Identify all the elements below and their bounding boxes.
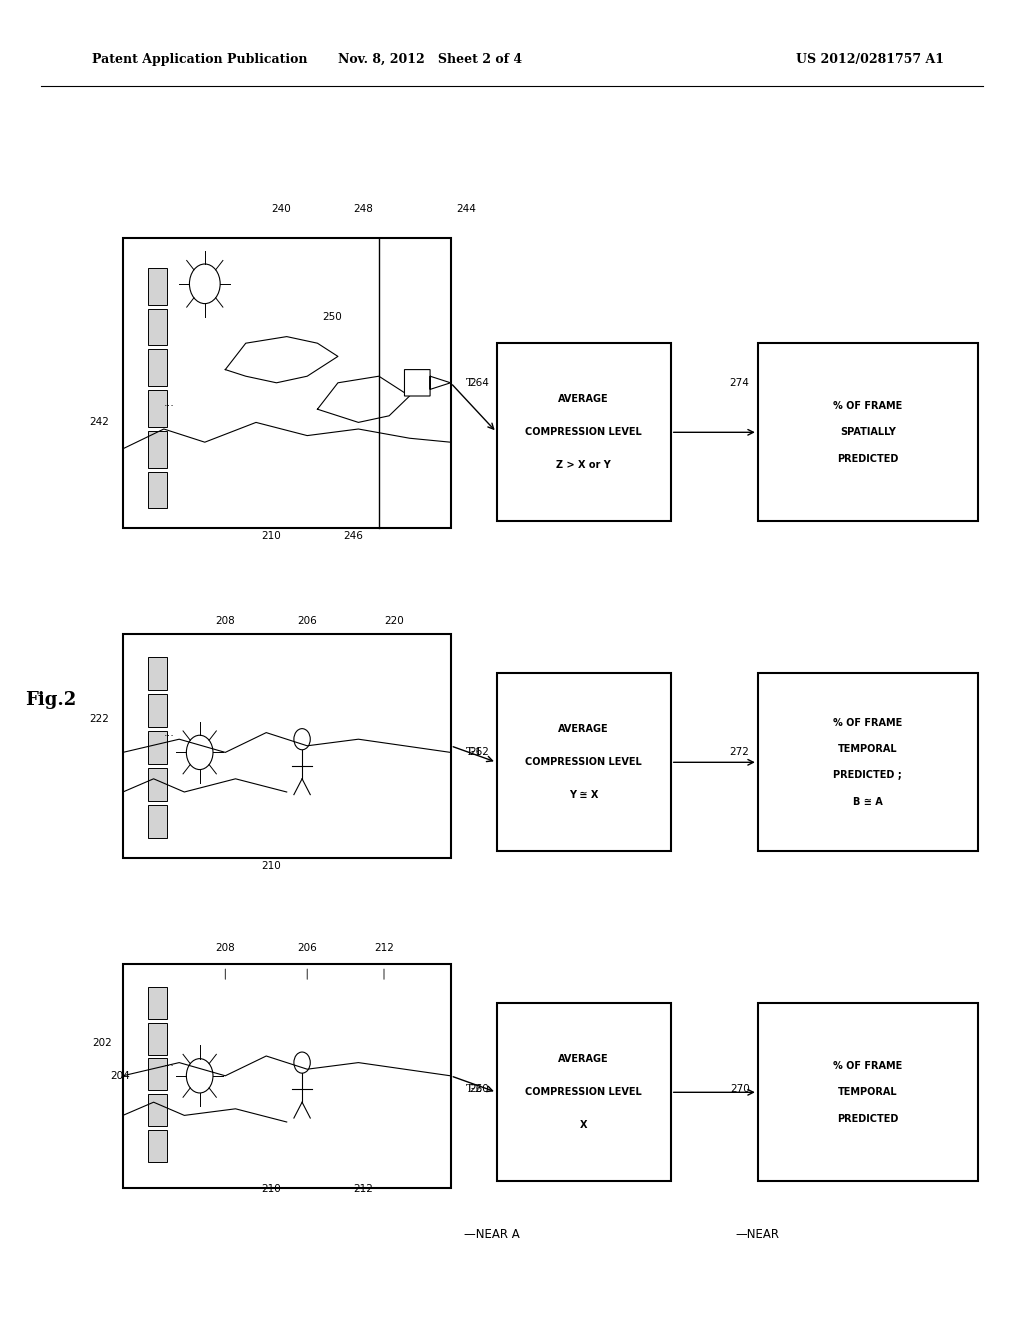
Bar <box>148 1130 167 1162</box>
Text: US 2012/0281757 A1: US 2012/0281757 A1 <box>797 53 944 66</box>
Text: 274: 274 <box>730 378 750 388</box>
Text: TEMPORAL: TEMPORAL <box>838 744 898 754</box>
Text: 212: 212 <box>353 1184 374 1195</box>
Text: 204: 204 <box>111 1071 130 1081</box>
Circle shape <box>294 1052 310 1073</box>
Bar <box>123 964 451 1188</box>
Text: TEMPORAL: TEMPORAL <box>838 1088 898 1097</box>
Text: Fig.2: Fig.2 <box>26 690 77 709</box>
Text: 208: 208 <box>215 942 236 953</box>
Text: T-2: T-2 <box>466 1084 482 1094</box>
Text: 208: 208 <box>215 615 236 626</box>
Bar <box>148 391 167 426</box>
Bar <box>148 1094 167 1126</box>
Text: 242: 242 <box>90 417 110 428</box>
Text: % OF FRAME: % OF FRAME <box>834 401 902 411</box>
Text: 210: 210 <box>261 1184 282 1195</box>
Text: AVERAGE: AVERAGE <box>558 725 609 734</box>
Bar <box>148 1023 167 1055</box>
Text: 248: 248 <box>353 203 374 214</box>
Text: ...: ... <box>164 727 174 738</box>
Text: 246: 246 <box>343 531 364 541</box>
Bar <box>148 350 167 385</box>
Text: PREDICTED ;: PREDICTED ; <box>834 771 902 780</box>
Text: AVERAGE: AVERAGE <box>558 1055 609 1064</box>
Bar <box>148 987 167 1019</box>
Text: 260: 260 <box>470 1084 489 1094</box>
Text: —NEAR: —NEAR <box>736 1228 779 1241</box>
Text: Z > X or Y: Z > X or Y <box>556 461 611 470</box>
Text: 210: 210 <box>261 861 282 871</box>
Bar <box>148 657 167 690</box>
Bar <box>148 805 167 838</box>
Text: 206: 206 <box>297 942 317 953</box>
Text: 264: 264 <box>470 378 489 388</box>
Text: ...: ... <box>164 397 174 408</box>
Text: B ≅ A: B ≅ A <box>853 797 883 807</box>
Bar <box>148 694 167 727</box>
Text: PREDICTED: PREDICTED <box>838 1114 898 1123</box>
Bar <box>497 673 671 851</box>
Text: T: T <box>466 378 473 388</box>
Bar <box>497 343 671 521</box>
Text: PREDICTED: PREDICTED <box>838 454 898 463</box>
Text: Patent Application Publication: Patent Application Publication <box>92 53 307 66</box>
Bar <box>148 471 167 508</box>
Text: 206: 206 <box>297 615 317 626</box>
Circle shape <box>189 264 220 304</box>
Circle shape <box>186 735 213 770</box>
Bar <box>123 634 451 858</box>
Bar <box>758 673 978 851</box>
Bar <box>148 768 167 801</box>
Bar <box>123 238 451 528</box>
Text: 222: 222 <box>90 714 110 725</box>
Text: COMPRESSION LEVEL: COMPRESSION LEVEL <box>525 758 642 767</box>
Text: ...: ... <box>164 1057 174 1068</box>
Bar <box>148 1059 167 1090</box>
Bar <box>497 1003 671 1181</box>
Bar <box>758 1003 978 1181</box>
Text: 272: 272 <box>730 747 750 758</box>
Text: % OF FRAME: % OF FRAME <box>834 718 902 727</box>
Text: AVERAGE: AVERAGE <box>558 395 609 404</box>
Circle shape <box>186 1059 213 1093</box>
Text: T-1: T-1 <box>466 747 482 758</box>
Text: COMPRESSION LEVEL: COMPRESSION LEVEL <box>525 428 642 437</box>
Text: 250: 250 <box>323 312 342 322</box>
Text: X: X <box>580 1121 588 1130</box>
Text: —NEAR A: —NEAR A <box>464 1228 519 1241</box>
Text: Nov. 8, 2012   Sheet 2 of 4: Nov. 8, 2012 Sheet 2 of 4 <box>338 53 522 66</box>
Text: 212: 212 <box>374 942 394 953</box>
Bar <box>148 268 167 305</box>
Circle shape <box>294 729 310 750</box>
Text: % OF FRAME: % OF FRAME <box>834 1061 902 1071</box>
Text: SPATIALLY: SPATIALLY <box>840 428 896 437</box>
Bar <box>148 731 167 764</box>
Text: Y ≅ X: Y ≅ X <box>569 791 598 800</box>
Text: 270: 270 <box>730 1084 750 1094</box>
Text: 262: 262 <box>470 747 489 758</box>
Bar <box>148 309 167 346</box>
Polygon shape <box>404 370 451 396</box>
Bar <box>148 430 167 467</box>
Bar <box>758 343 978 521</box>
Text: 240: 240 <box>271 203 292 214</box>
Text: 244: 244 <box>456 203 476 214</box>
Text: COMPRESSION LEVEL: COMPRESSION LEVEL <box>525 1088 642 1097</box>
Text: 202: 202 <box>92 1038 112 1048</box>
Text: 220: 220 <box>384 615 404 626</box>
Text: 210: 210 <box>261 531 282 541</box>
